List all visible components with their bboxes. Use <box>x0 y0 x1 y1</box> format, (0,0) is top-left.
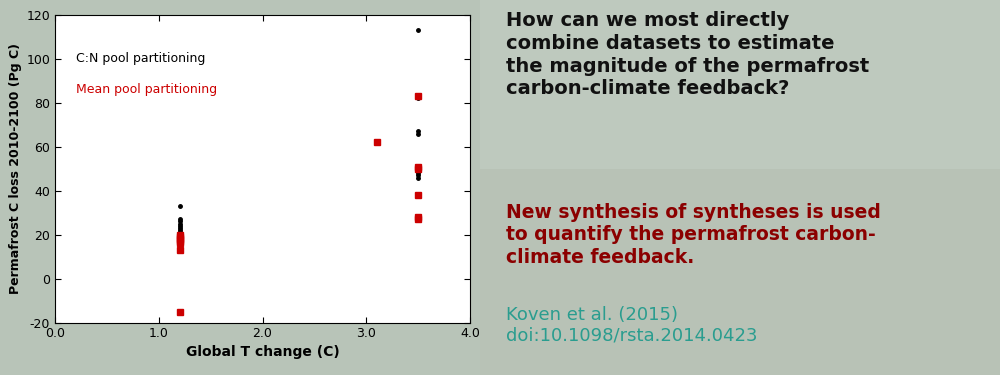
Bar <box>480 0 1000 169</box>
Text: C:N pool partitioning: C:N pool partitioning <box>76 52 205 65</box>
Text: Koven et al. (2015)
doi:10.1098/rsta.2014.0423: Koven et al. (2015) doi:10.1098/rsta.201… <box>506 306 758 345</box>
Text: Mean pool partitioning: Mean pool partitioning <box>76 82 217 96</box>
Text: How can we most directly
combine datasets to estimate
the magnitude of the perma: How can we most directly combine dataset… <box>506 11 869 99</box>
Bar <box>480 169 1000 375</box>
X-axis label: Global T change (C): Global T change (C) <box>186 345 339 358</box>
Text: New synthesis of syntheses is used
to quantify the permafrost carbon-
climate fe: New synthesis of syntheses is used to qu… <box>506 202 881 267</box>
Y-axis label: Permafrost C loss 2010-2100 (Pg C): Permafrost C loss 2010-2100 (Pg C) <box>9 43 22 294</box>
